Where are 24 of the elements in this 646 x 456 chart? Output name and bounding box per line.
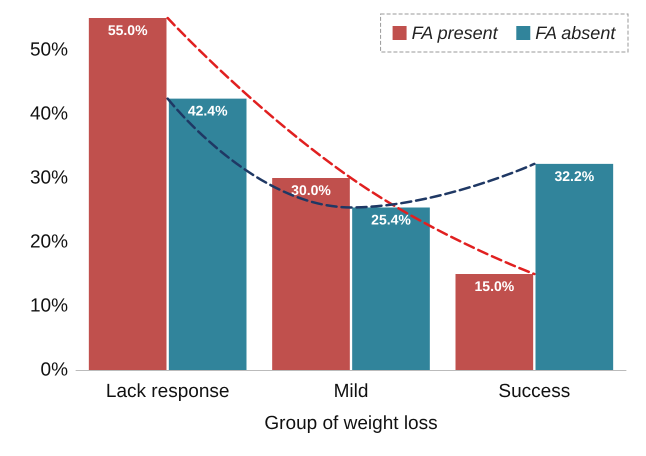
data-label: 15.0% [474, 278, 515, 294]
data-label: 55.0% [108, 22, 148, 38]
y-tick-label: 50% [30, 40, 68, 60]
y-tick-label: 30% [30, 168, 68, 188]
y-tick-label: 0% [40, 360, 68, 380]
bar [352, 207, 430, 370]
bar [168, 98, 246, 370]
data-label: 25.4% [371, 211, 412, 228]
x-axis-title: Group of weight loss [264, 413, 438, 434]
bar [456, 274, 534, 370]
y-tick-label: 10% [30, 296, 68, 316]
x-tick-label: Lack response [106, 381, 230, 402]
y-tick-label: 40% [30, 104, 68, 124]
x-tick-label: Mild [334, 381, 368, 402]
bar [88, 18, 166, 370]
legend-label: FA present [412, 23, 499, 43]
legend-label: FA absent [535, 23, 616, 43]
bar [272, 178, 350, 370]
bar [536, 164, 614, 370]
data-label: 30.0% [291, 182, 332, 198]
y-tick-label: 20% [30, 232, 68, 252]
data-label: 32.2% [554, 168, 595, 184]
data-label: 42.4% [188, 102, 228, 119]
x-tick-label: Success [498, 381, 570, 402]
